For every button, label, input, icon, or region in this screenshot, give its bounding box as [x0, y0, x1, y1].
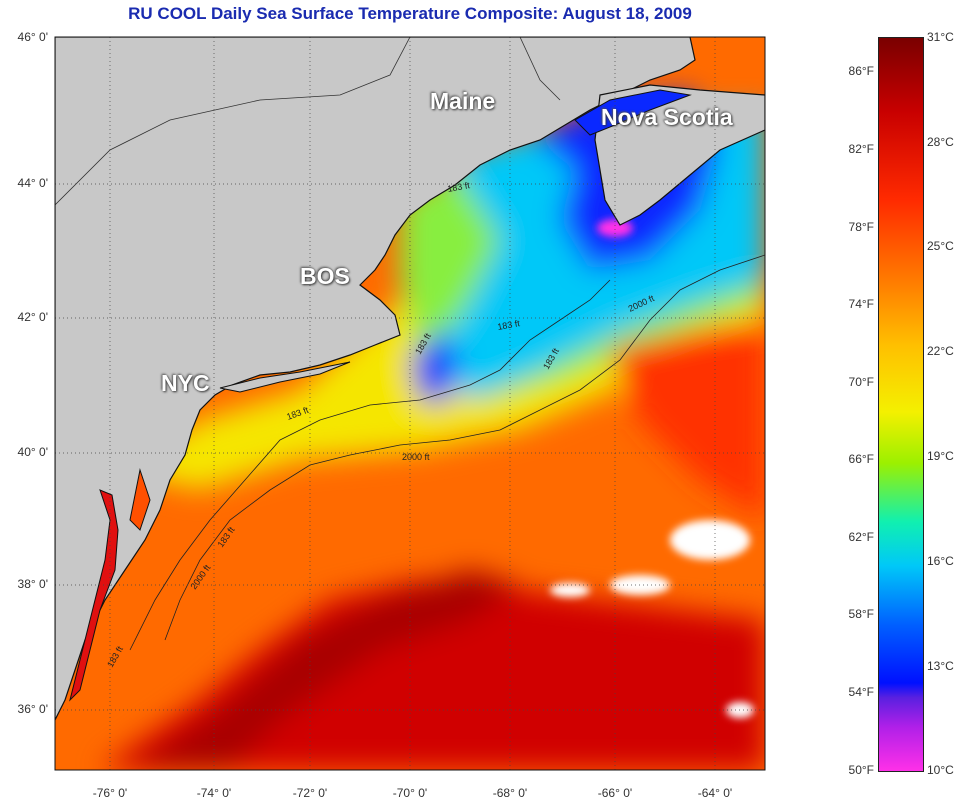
depth-label: 183 ft [497, 318, 521, 332]
colorbar-celsius-label: 16°C [927, 554, 954, 568]
depth-label: 2000 ft [402, 452, 430, 462]
cloud-gap-2 [610, 575, 670, 595]
colorbar-fahrenheit-label: 82°F [848, 142, 874, 156]
warm-eddy-red [610, 320, 765, 520]
colorbar-fahrenheit-label: 62°F [848, 530, 874, 544]
colorbar-fahrenheit-label: 54°F [848, 685, 874, 699]
colorbar-fahrenheit-label: 66°F [848, 452, 874, 466]
lon-label: -72° 0' [292, 786, 328, 800]
colorbar-celsius-label: 22°C [927, 344, 954, 358]
colorbar-celsius-label: 31°C [927, 30, 954, 44]
lat-label: 42° 0' [17, 310, 48, 324]
lat-label: 38° 0' [17, 577, 48, 591]
map-title: RU COOL Daily Sea Surface Temperature Co… [128, 4, 692, 23]
land-mass [55, 37, 696, 721]
cloud-gap-1 [670, 520, 750, 560]
nova-scotia-land [594, 84, 765, 226]
colorbar-celsius-label: 28°C [927, 135, 954, 149]
cloud-gap-3 [550, 583, 590, 597]
lat-label: 46° 0' [17, 30, 48, 44]
colorbar-celsius-label: 19°C [927, 449, 954, 463]
contour-2000ft [164, 254, 765, 641]
temperature-colorbar [878, 37, 924, 772]
map-frame [54, 36, 766, 771]
colorbar-celsius-label: 13°C [927, 659, 954, 673]
colorbar-fahrenheit-label: 86°F [848, 64, 874, 78]
cold-water-coastal-blue [410, 330, 460, 405]
place-label-nova-scotia: Nova Scotia [601, 104, 733, 130]
cloud-gap-4 [726, 702, 754, 718]
colorbar-fahrenheit-label: 70°F [848, 375, 874, 389]
colorbar-fahrenheit-label: 58°F [848, 607, 874, 621]
colorbar-fahrenheit-label: 74°F [848, 297, 874, 311]
colorbar-fahrenheit-label: 78°F [848, 220, 874, 234]
lat-label: 44° 0' [17, 176, 48, 190]
depth-label: 183 ft [447, 180, 471, 194]
long-island [219, 361, 351, 393]
lon-label: -64° 0' [697, 786, 733, 800]
gulf-stream-core [130, 570, 520, 770]
colorbar-celsius-label: 25°C [927, 239, 954, 253]
chesapeake-bay [69, 489, 119, 702]
place-label-bos: BOS [300, 263, 350, 289]
delaware-bay [129, 468, 151, 531]
place-label-nyc: NYC [161, 370, 210, 396]
lon-label: -66° 0' [597, 786, 633, 800]
lon-label: -76° 0' [92, 786, 128, 800]
lon-label: -70° 0' [392, 786, 428, 800]
lat-label: 40° 0' [17, 445, 48, 459]
contour-183ft [129, 279, 611, 651]
lon-label: -74° 0' [196, 786, 232, 800]
lon-label: -68° 0' [492, 786, 528, 800]
bay-of-fundy [574, 89, 692, 136]
colorbar-celsius-label: 10°C [927, 763, 954, 777]
colorbar-fahrenheit-label: 50°F [848, 763, 874, 777]
lat-label: 36° 0' [17, 702, 48, 716]
place-label-maine: Maine [430, 88, 496, 114]
